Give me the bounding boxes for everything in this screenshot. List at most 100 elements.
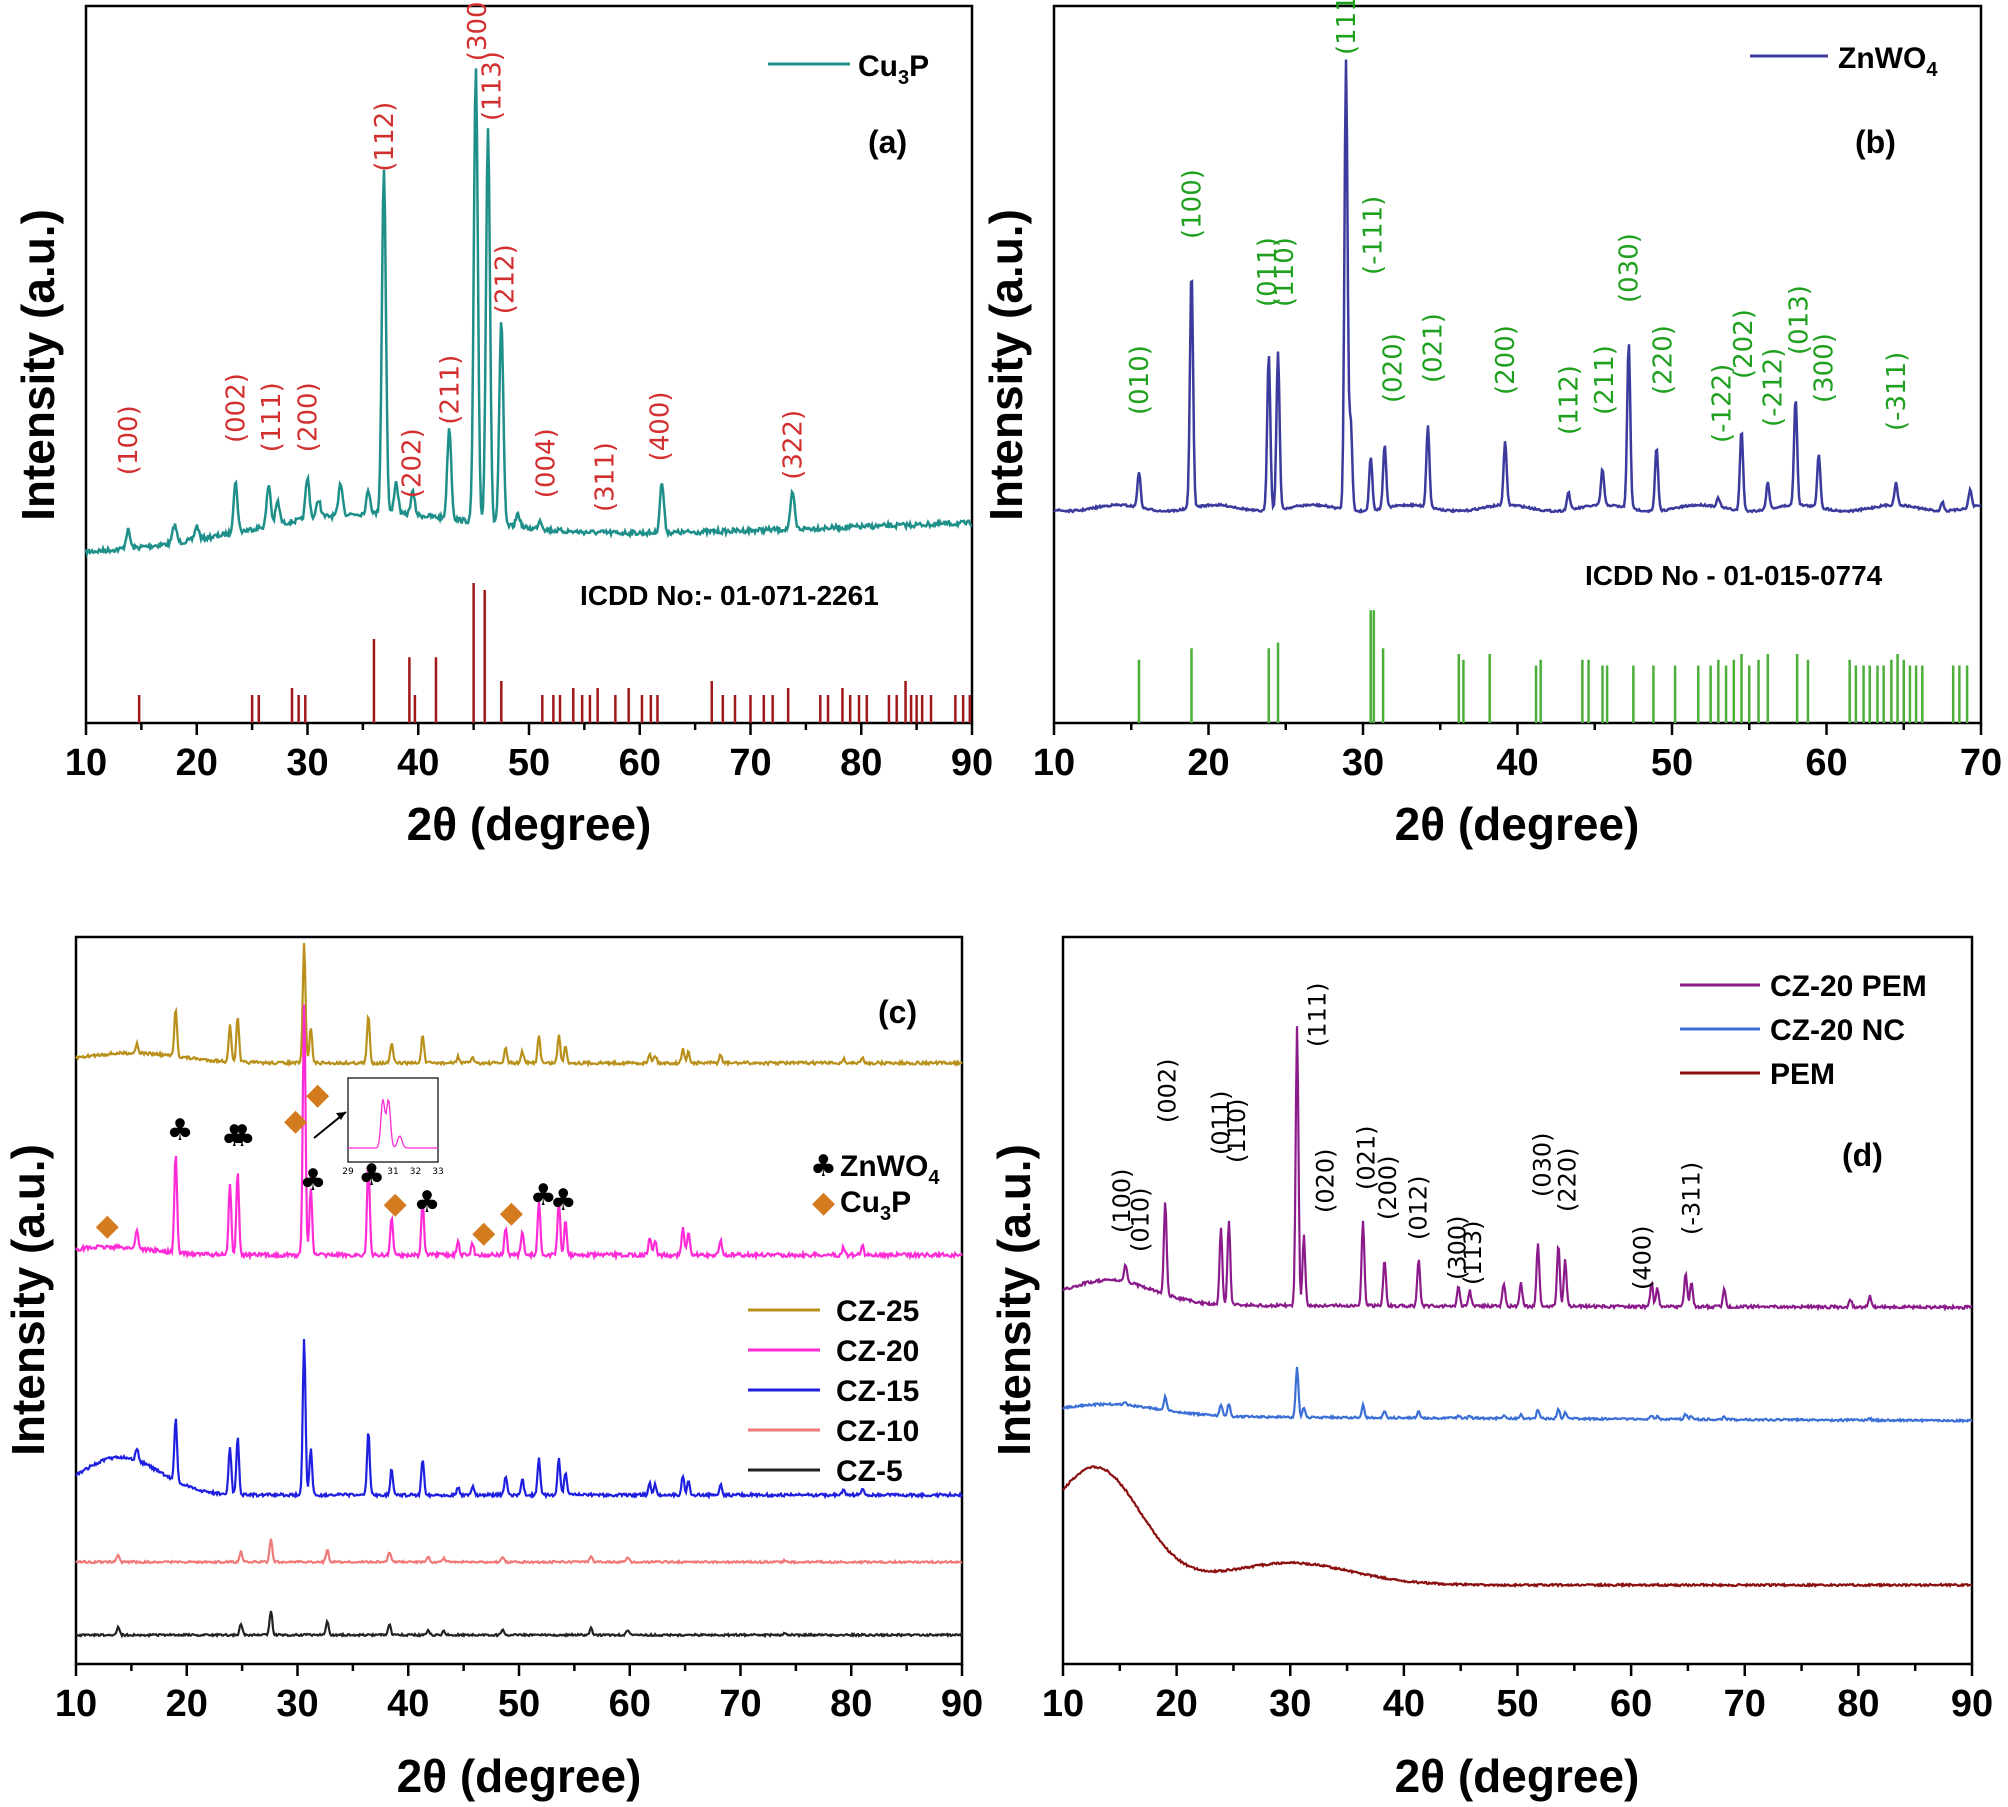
- panel-a-xtick-label: 60: [619, 742, 661, 784]
- panel-c-ylabel: Intensity (a.u.): [2, 1144, 54, 1456]
- panel-d-xtick-label: 80: [1837, 1683, 1879, 1725]
- panel-a-hkl-label: (113): [477, 51, 507, 121]
- panel-d-legend-label: CZ-20 NC: [1770, 1014, 1905, 1047]
- panel-d: 10 20 30 40 50 60 70 80 90 (100)(010)(002) (011)(…: [988, 935, 1993, 1802]
- panel-d-patterns: [1062, 1026, 1973, 1589]
- panel-d-hkl-label: (200): [1374, 1155, 1402, 1220]
- panel-c-cu3p-marker: ◆: [384, 1186, 407, 1221]
- panel-c-xlabel: 2θ (degree): [397, 1750, 642, 1802]
- panel-b-xtick-label: 20: [1187, 742, 1229, 784]
- panel-a-xtick-label: 50: [508, 742, 550, 784]
- panel-d-hkl-label: (-311): [1677, 1162, 1705, 1235]
- panel-c-series-cz-15: [75, 1338, 963, 1500]
- panel-b-hkl-label: (202): [1729, 309, 1759, 379]
- panel-a-hkl-label: (202): [398, 428, 428, 498]
- panel-c-cu3p-marker: ◆: [500, 1195, 523, 1230]
- panel-d-series-cz-20-nc: [1062, 1366, 1973, 1424]
- panel-a-hkl-label: (002): [222, 373, 252, 443]
- panel-d-hkl-label: (220): [1553, 1147, 1581, 1212]
- panel-c-legend-label: CZ-20: [836, 1335, 919, 1368]
- panel-b-hkl-label: (011): [1253, 237, 1283, 307]
- panel-a-hkl-label: (322): [779, 410, 809, 480]
- panel-b-hkl-labels: (010) (100) (011)(110) (111) (-111) (020) (021…: [1125, 0, 1912, 443]
- panel-b-reference-lines: [1137, 610, 1969, 723]
- panel-c-cu3p-marker: ◆: [472, 1215, 495, 1250]
- panel-c-inset-tick-label: 30: [365, 1167, 377, 1177]
- panel-d-hkl-label: (300): [1443, 1215, 1471, 1280]
- panel-c-xtick-label: 40: [387, 1683, 429, 1725]
- panel-b-xtick-label: 40: [1496, 742, 1538, 784]
- panel-c-xtick-label: 30: [276, 1683, 318, 1725]
- panel-c-patterns: [75, 943, 963, 1639]
- panel-c-inset-tick-label: 32: [410, 1167, 421, 1177]
- panel-b-hkl-label: (030): [1615, 233, 1645, 303]
- panel-a-x-ticks: 10 20 30 40 50 60 70 80 90: [65, 723, 993, 784]
- panel-d-x-ticks: 10 20 30 40 50 60 70 80 90: [1042, 1664, 1993, 1725]
- panel-a-xtick-label: 10: [65, 742, 107, 784]
- panel-c-znwo4-marker: ♣: [358, 1158, 385, 1193]
- panel-b-xtick-label: 30: [1342, 742, 1384, 784]
- panel-c-xtick-label: 50: [498, 1683, 540, 1725]
- panel-b-xtick-label: 60: [1805, 742, 1847, 784]
- panel-c-cu3p-marker: ◆: [96, 1208, 119, 1243]
- panel-c-series-cz-25: [75, 943, 963, 1068]
- panel-c-frame: [74, 935, 964, 1666]
- panel-a-legend-text: Cu3P: [858, 50, 929, 89]
- panel-a-xtick-label: 40: [397, 742, 439, 784]
- panel-a-hkl-label: (004): [532, 428, 562, 498]
- panel-c-cu3p-legend: Cu3P: [840, 1186, 911, 1225]
- panel-a-xtick-label: 90: [951, 742, 993, 784]
- panel-d-label: (d): [1842, 1137, 1883, 1173]
- panel-a-hkl-label: (100): [114, 405, 144, 475]
- panel-c-legend-label: CZ-10: [836, 1415, 919, 1448]
- panel-b-hkl-label: (010): [1125, 345, 1155, 415]
- panel-c-legend-label: CZ-25: [836, 1295, 919, 1328]
- panel-c-znwo4-marker: ♣: [300, 1163, 327, 1198]
- panel-d-hkl-label: (111): [1304, 982, 1332, 1047]
- panel-b-xtick-label: 50: [1651, 742, 1693, 784]
- panel-c-znwo4-marker: ♣: [550, 1183, 577, 1218]
- panel-b-xlabel: 2θ (degree): [1395, 798, 1640, 850]
- panel-c-cu3p-marker: ◆: [306, 1077, 329, 1112]
- panel-d-xtick-label: 70: [1724, 1683, 1766, 1725]
- panel-a-xtick-label: 20: [176, 742, 218, 784]
- panel-c-inset-pattern: [348, 1098, 438, 1149]
- panel-a-reference-lines: [137, 583, 972, 723]
- panel-b-hkl-label: (-212): [1758, 348, 1788, 427]
- panel-c-cu3p-symbol: ◆: [812, 1185, 835, 1220]
- panel-b-label: (b): [1855, 124, 1896, 160]
- panel-d-xtick-label: 60: [1610, 1683, 1652, 1725]
- panel-d-hkl-label: (400): [1628, 1225, 1656, 1290]
- panel-c-label: (c): [878, 994, 917, 1030]
- panel-c-inset-arrowhead: [336, 1112, 346, 1120]
- panel-d-hkl-label: (030): [1528, 1132, 1556, 1197]
- panel-b-hkl-label: (100): [1178, 169, 1208, 239]
- panel-a-frame: [84, 4, 974, 725]
- panel-d-xtick-label: 30: [1269, 1683, 1311, 1725]
- panel-d-hkl-label: (113): [1459, 1220, 1487, 1285]
- panel-c-znwo4-marker: ♣: [530, 1178, 557, 1213]
- panel-d-series-legend: CZ-20 PEM CZ-20 NC PEM: [1680, 970, 1927, 1091]
- panel-d-xtick-label: 40: [1383, 1683, 1425, 1725]
- panel-a-hkl-label: (200): [294, 382, 324, 452]
- panel-a-hkl-label: (112): [370, 102, 400, 172]
- panel-a-xtick-label: 30: [286, 742, 328, 784]
- panel-c-series-cz-10: [75, 1538, 963, 1566]
- panel-c-xtick-label: 70: [719, 1683, 761, 1725]
- panel-d-hkl-label: (002): [1154, 1058, 1182, 1123]
- panel-c-znwo4-marker: ♣: [167, 1113, 194, 1148]
- panel-a-label: (a): [868, 124, 907, 160]
- panel-a-hkl-label: (211): [435, 355, 465, 425]
- panel-d-ylabel: Intensity (a.u.): [988, 1144, 1040, 1456]
- panel-d-legend-label: PEM: [1770, 1058, 1835, 1091]
- panel-d-xtick-label: 50: [1496, 1683, 1538, 1725]
- panel-c-phase-markers: ♣ ♣♣♣ ♣♣ ♣♣◆◆◆◆◆◆: [96, 1077, 577, 1250]
- panel-b-hkl-label: (200): [1491, 325, 1521, 395]
- panel-a-hkl-label: (111): [257, 382, 287, 452]
- panel-d-series-cz-20-pem: [1062, 1026, 1973, 1312]
- panel-b: 10 20 30 40 50 60 70 (010) (100) (011)(110) (111)…: [980, 0, 2002, 850]
- panel-b-hkl-label: (021): [1419, 313, 1449, 383]
- panel-d-legend-label: CZ-20 PEM: [1770, 970, 1927, 1003]
- panel-b-znwo4-pattern: [1053, 59, 1982, 515]
